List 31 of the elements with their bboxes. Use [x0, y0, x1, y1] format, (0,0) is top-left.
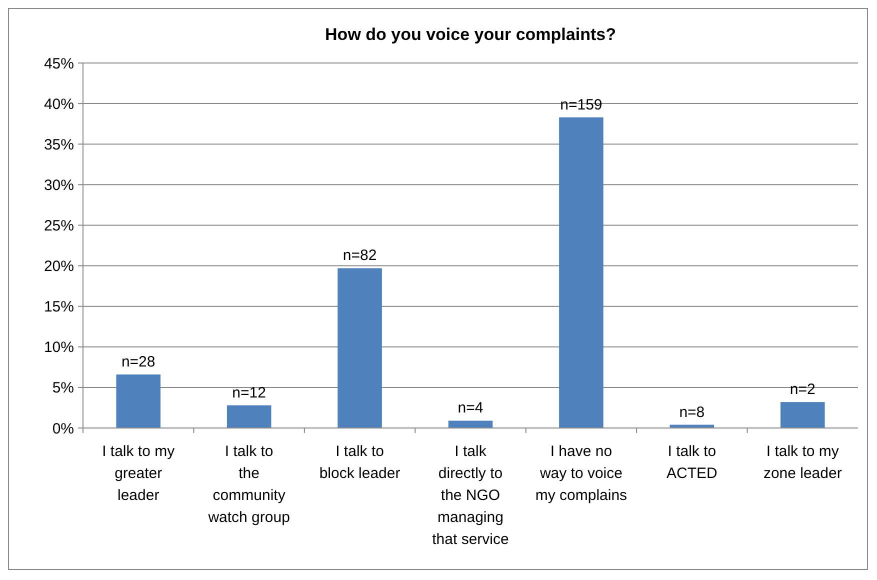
y-tick-label: 10% — [44, 339, 74, 356]
y-tick-label: 0% — [52, 420, 74, 438]
annotation: n=2 — [790, 381, 816, 398]
annotation: n=28 — [121, 353, 156, 370]
y-tick-label: 40% — [44, 96, 74, 113]
x-tick-label: I talk to block leader — [319, 443, 400, 482]
x-tick-label: I talk to my zone leader — [763, 443, 842, 482]
y-tick-label: 20% — [44, 258, 74, 276]
x-tick-label: I talk to my greater leader — [102, 443, 176, 504]
annotation: n=82 — [342, 247, 377, 264]
y-tick-label: 30% — [44, 176, 74, 194]
y-tick-label: 35% — [44, 136, 74, 154]
x-tick-label: I talk to ACTED — [666, 443, 718, 482]
bar — [116, 374, 160, 428]
x-tick-label: I have no way to voice my complains — [535, 443, 628, 504]
y-tick-label: 5% — [52, 380, 74, 397]
annotation: n=159 — [560, 96, 602, 114]
bar — [780, 402, 825, 428]
bar — [338, 268, 382, 428]
bar — [448, 420, 493, 428]
y-tick-label: 25% — [44, 217, 74, 234]
annotation: n=4 — [458, 400, 484, 417]
bar — [226, 405, 272, 428]
x-tick-label: I talk directly to the NGO managing that service — [432, 443, 509, 548]
y-tick-label: 15% — [44, 298, 74, 316]
y-tick-label: 45% — [44, 55, 74, 72]
bar — [559, 117, 604, 428]
annotation: n=8 — [679, 404, 705, 421]
x-tick-label: I talk to the community watch group — [207, 443, 290, 526]
chart-title: How do you voice your complaints? — [325, 25, 616, 44]
annotation: n=12 — [232, 384, 266, 402]
